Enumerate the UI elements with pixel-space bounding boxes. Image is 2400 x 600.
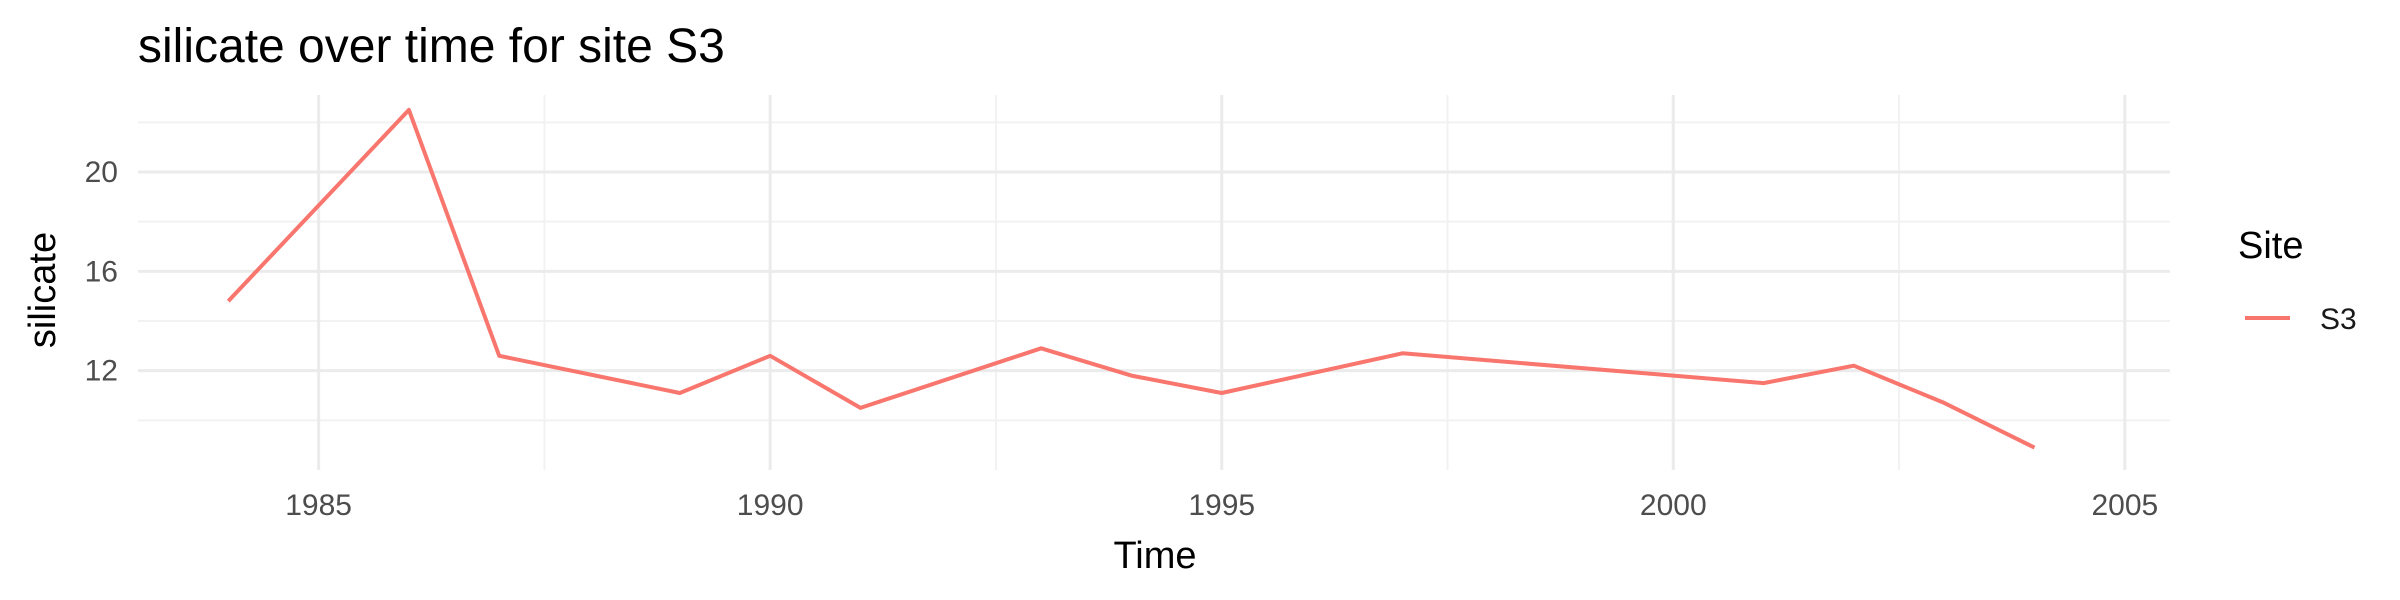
y-tick-label: 16 — [85, 255, 118, 288]
legend: Site S3 — [2238, 225, 2357, 336]
x-axis-ticks: 1985 1990 1995 2000 2005 — [285, 489, 2158, 522]
x-tick-label: 1990 — [737, 489, 804, 522]
grid — [138, 95, 2170, 470]
y-tick-label: 12 — [85, 355, 118, 388]
series-line-S3 — [226, 107, 2036, 450]
x-tick-label: 1995 — [1188, 489, 1255, 522]
legend-title: Site — [2238, 225, 2303, 267]
y-tick-label: 20 — [85, 156, 118, 189]
x-axis-title: Time — [1113, 535, 1196, 577]
x-tick-label: 2000 — [1640, 489, 1707, 522]
x-tick-label: 1985 — [285, 489, 352, 522]
y-axis-ticks: 12 16 20 — [85, 156, 118, 388]
series-layer — [226, 107, 2036, 450]
y-axis-title: silicate — [22, 232, 64, 348]
legend-items: S3 — [2245, 303, 2357, 336]
x-tick-label: 2005 — [2091, 489, 2158, 522]
legend-label-S3: S3 — [2320, 303, 2357, 336]
chart-title: silicate over time for site S3 — [138, 20, 725, 73]
